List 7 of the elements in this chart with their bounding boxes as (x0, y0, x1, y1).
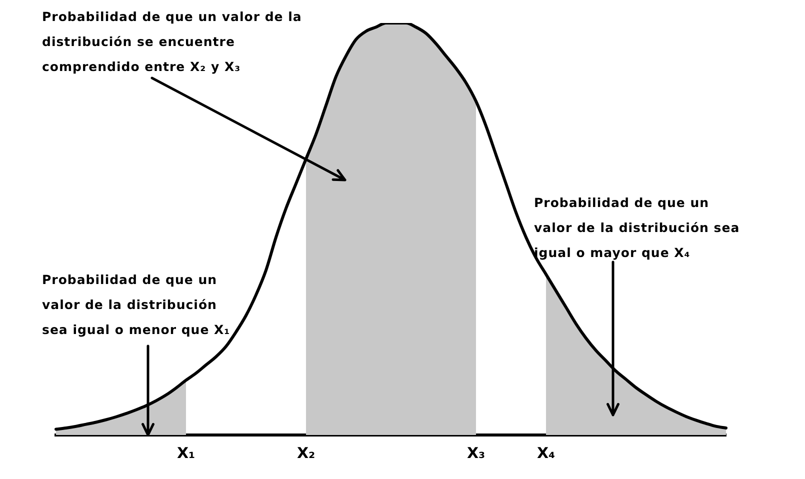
annotation: Probabilidad de que un valor de la distribución se encuentre comprendido entre X₂ y X₃ (42, 8, 303, 76)
x-tick-label: X₂ (296, 444, 316, 462)
x-tick-label: X₃ (466, 444, 486, 462)
annotation: Probabilidad de que un valor de la distribución sea igual o menor que X₁ (42, 271, 232, 339)
x-tick-label: X₁ (176, 444, 196, 462)
x-tick-label: X₄ (536, 444, 556, 462)
annotation: Probabilidad de que un valor de la distribución sea igual o mayor que X₄ (534, 194, 741, 262)
